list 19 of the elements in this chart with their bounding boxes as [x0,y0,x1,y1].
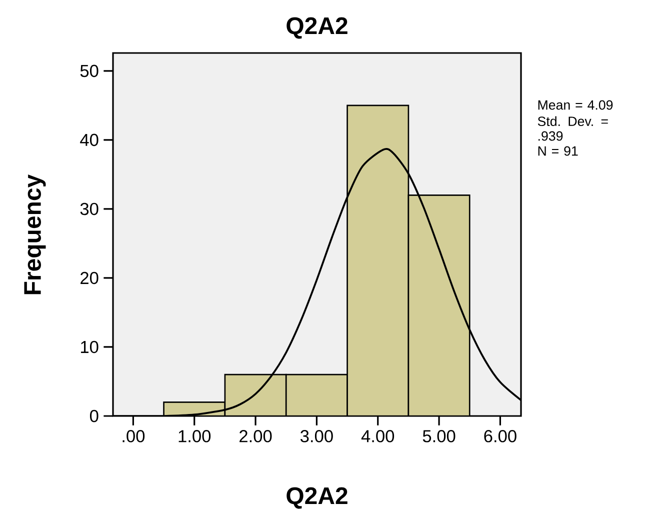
x-axis-title: Q2A2 [286,487,348,509]
y-axis-title: Frequency [24,174,46,294]
chart-title: Q2A2 [286,17,348,39]
x-tick-label: 3.00 [300,430,333,442]
y-tick-label: 40 [80,134,98,146]
text: Mean = 4.09 [538,100,613,110]
x-tick-label: .00 [122,430,145,442]
x-tick-label: 1.00 [178,430,211,442]
x-tick-label: 2.00 [240,430,272,442]
y-tick-label: 0 [90,410,98,422]
text: Std. Dev. = .939 [538,116,608,141]
y-tick-label: 10 [80,340,98,354]
x-tick-label: 4.00 [361,430,394,442]
y-tick-label: 20 [80,272,98,284]
y-tick-label: 30 [80,202,98,216]
y-tick-label: 50 [80,64,98,78]
x-tick-label: 5.00 [422,430,456,442]
text: N = 91 [538,146,578,156]
x-tick-label: 6.00 [484,430,516,442]
